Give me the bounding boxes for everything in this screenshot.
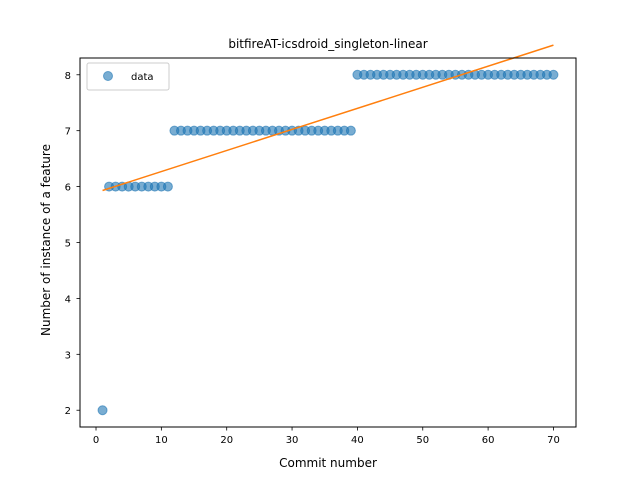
- x-tick-label: 20: [220, 435, 233, 446]
- y-axis-label: Number of instance of a feature: [39, 144, 53, 336]
- y-tick-label: 6: [65, 183, 71, 194]
- y-tick-label: 8: [65, 71, 71, 82]
- legend-box: [86, 62, 170, 91]
- data-point: [162, 181, 173, 192]
- x-axis-label: Commit number: [279, 456, 377, 470]
- legend-label-data: data: [131, 72, 154, 83]
- x-tick-label: 60: [482, 435, 495, 446]
- x-tick-label: 70: [547, 435, 560, 446]
- y-tick-label: 4: [65, 294, 71, 305]
- trend-line: [102, 44, 554, 192]
- data-point: [345, 125, 356, 136]
- y-tick-label: 7: [65, 127, 71, 138]
- y-tick-label: 2: [65, 406, 71, 417]
- x-tick-label: 50: [416, 435, 429, 446]
- x-tick-label: 0: [93, 435, 99, 446]
- axis-ticks: 0 10 20 30 40 50 60 70 2 3 4 5 6 7 8: [65, 71, 560, 446]
- y-tick-label: 5: [65, 239, 71, 250]
- x-tick-label: 40: [351, 435, 364, 446]
- legend-marker-data: [103, 71, 113, 81]
- data-point: [97, 405, 108, 416]
- y-tick-label: 3: [65, 350, 71, 361]
- chart-title: bitfireAT-icsdroid_singleton-linear: [228, 37, 427, 51]
- legend: data: [86, 62, 170, 91]
- data-point: [548, 69, 559, 80]
- plot-area: [79, 44, 577, 428]
- x-tick-label: 10: [155, 435, 168, 446]
- x-tick-label: 30: [286, 435, 299, 446]
